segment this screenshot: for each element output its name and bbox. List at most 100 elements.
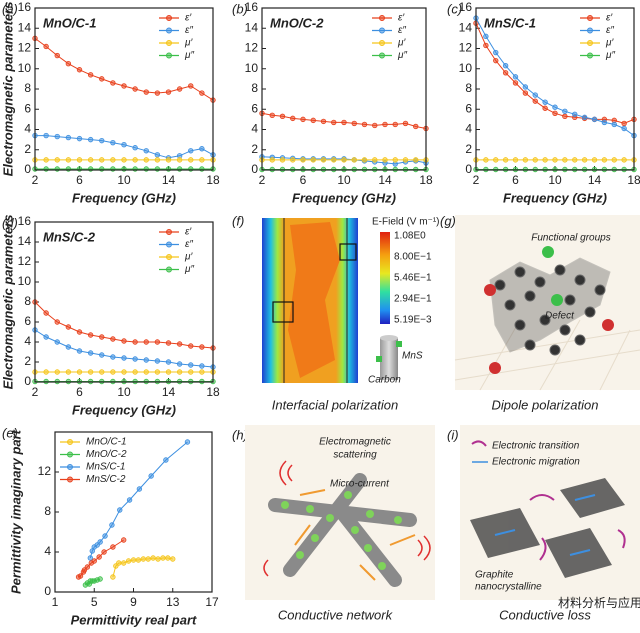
y-tick-label: 10: [18, 274, 32, 288]
plot-frame: [54, 431, 213, 593]
x-tick-label: 14: [162, 173, 176, 187]
label: Defect: [545, 311, 575, 322]
highlight-box: [339, 243, 357, 261]
data-point: [621, 120, 627, 127]
data-point: [392, 121, 398, 128]
y-tick-label: 12: [245, 41, 259, 55]
data-point: [199, 157, 205, 163]
oxygen: [484, 284, 496, 296]
legend-marker: [166, 15, 172, 21]
y-axis-title: Electromagnetic parameters: [0, 2, 15, 177]
data-point: [392, 157, 398, 163]
data-point: [145, 556, 151, 562]
background: [455, 215, 640, 390]
data-point: [310, 117, 316, 124]
data-point: [413, 157, 419, 163]
data-point: [65, 60, 72, 67]
data-point: [493, 157, 499, 163]
y-tick-label: 4: [465, 122, 472, 136]
x-tick-label: 10: [117, 385, 131, 399]
transition-icon: [471, 440, 487, 447]
background: [460, 425, 640, 600]
data-point: [87, 369, 94, 375]
data-point: [532, 157, 538, 163]
data-point: [97, 576, 103, 582]
data-point: [269, 112, 275, 119]
data-point: [621, 157, 627, 163]
data-point: [320, 118, 327, 125]
data-point: [84, 564, 91, 570]
panel-label: (h): [232, 427, 248, 442]
x-tick-label: 5: [91, 595, 98, 609]
legend-label: μ′: [184, 252, 193, 263]
data-point: [160, 555, 166, 561]
y-tick-label: 4: [24, 122, 31, 136]
x-tick-label: 14: [588, 173, 602, 187]
floor-grid: [454, 319, 640, 391]
legend-label: ε″: [185, 239, 193, 250]
label: Micro-current: [330, 479, 390, 490]
data-point: [163, 457, 169, 463]
legend-label: ε′: [606, 13, 613, 24]
x-tick-label: 10: [337, 173, 351, 187]
y-tick-label: 2: [251, 142, 258, 156]
legend-label: MnO/C-1: [86, 437, 127, 448]
label: MnS: [402, 351, 423, 362]
mns-particle: [376, 356, 382, 362]
data-point: [143, 148, 149, 154]
data-point: [130, 557, 137, 563]
data-point: [121, 83, 127, 89]
data-point: [522, 84, 529, 90]
data-point: [116, 560, 122, 566]
data-point: [483, 42, 489, 49]
scattering-waves: [263, 460, 431, 577]
x-tick-label: 6: [76, 385, 83, 399]
data-point: [132, 145, 138, 151]
legend-marker: [166, 266, 172, 273]
legend-label: ε′: [185, 13, 192, 24]
chart-title: MnS/C-2: [43, 229, 96, 244]
data-point: [96, 554, 102, 560]
data-point: [176, 341, 183, 347]
x-tick-label: 17: [205, 595, 219, 609]
label: Electronic transition: [492, 441, 580, 452]
label: nanocrystalline: [475, 582, 542, 593]
data-point: [76, 67, 83, 73]
data-point: [165, 157, 172, 163]
legend-marker: [166, 52, 172, 59]
data-point: [621, 125, 627, 132]
x-tick-label: 6: [300, 173, 307, 187]
data-point: [54, 133, 60, 140]
data-point: [493, 49, 499, 56]
data-point: [143, 357, 149, 363]
data-point: [372, 122, 378, 129]
data-point: [532, 92, 538, 98]
legend-marker: [587, 15, 593, 21]
label: Graphite: [475, 570, 514, 581]
data-point: [154, 358, 161, 364]
legend-marker: [166, 254, 172, 260]
legend-marker: [67, 451, 73, 458]
data-point: [512, 74, 519, 80]
highlight-box: [272, 301, 294, 323]
data-point: [102, 533, 108, 539]
legend-label: μ′: [184, 38, 193, 49]
y-tick-label: 6: [251, 101, 258, 115]
legend-label: μ″: [397, 50, 407, 61]
panel-g: (g) Functional groups Defect Dipole pola…: [440, 213, 640, 412]
y-tick-label: 8: [465, 81, 472, 95]
x-axis-title: Frequency (GHz): [503, 190, 607, 205]
y-tick-label: 14: [18, 20, 32, 34]
legend-label: μ″: [605, 50, 615, 61]
y-tick-label: 14: [18, 234, 32, 248]
x-tick-label: 13: [166, 595, 180, 609]
x-tick-label: 6: [76, 173, 83, 187]
data-point: [65, 344, 72, 350]
data-point: [54, 52, 60, 59]
data-point: [143, 369, 149, 375]
data-point: [562, 157, 568, 163]
data-point: [331, 157, 337, 163]
data-point: [43, 369, 49, 375]
data-point: [601, 119, 608, 126]
